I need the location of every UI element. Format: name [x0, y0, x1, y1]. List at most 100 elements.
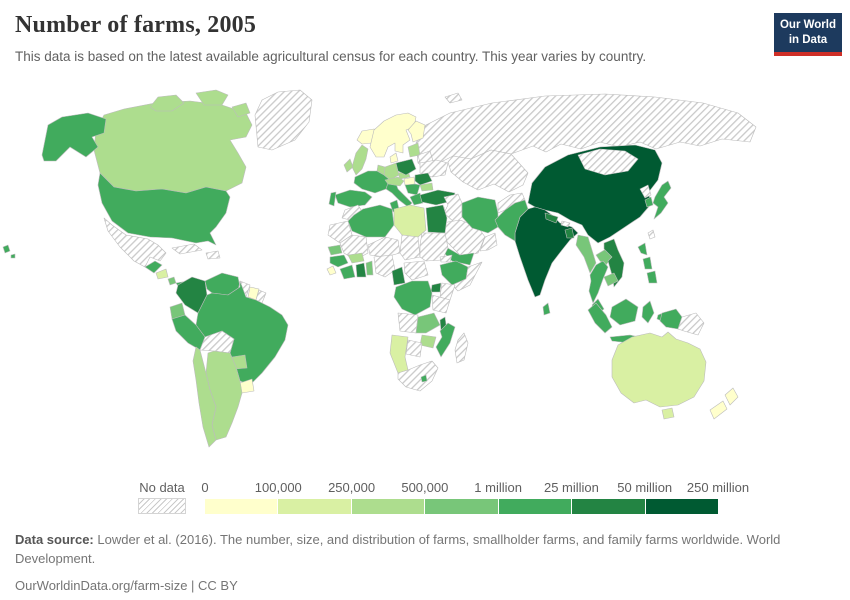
country-finland[interactable] [407, 120, 426, 143]
country-cameroon[interactable] [391, 266, 406, 286]
country-united-states-hawaii[interactable] [10, 253, 16, 259]
country-united-states[interactable] [97, 172, 231, 246]
country-balkans[interactable] [404, 183, 421, 196]
country-uganda[interactable] [430, 282, 442, 293]
country-thailand[interactable] [588, 260, 609, 304]
country-australia[interactable] [611, 331, 707, 408]
country-senegal[interactable] [327, 244, 343, 256]
legend-bin-swatch[interactable] [645, 499, 718, 514]
country-somalia[interactable] [451, 261, 483, 292]
country-sierra-leone[interactable] [326, 265, 337, 276]
legend-bin-swatch[interactable] [498, 499, 573, 514]
country-north-korea[interactable] [639, 184, 652, 199]
country-philippines[interactable] [637, 242, 648, 256]
country-cote-divoire[interactable] [339, 264, 356, 280]
country-indonesia-borneo[interactable] [609, 298, 639, 326]
country-costa-rica[interactable] [167, 276, 177, 286]
legend-bin-swatch[interactable] [278, 499, 352, 514]
country-portugal[interactable] [328, 191, 337, 207]
country-bangladesh[interactable] [564, 227, 575, 239]
no-data-swatch[interactable] [138, 498, 186, 514]
country-ukraine[interactable] [419, 159, 449, 178]
country-greenland[interactable] [254, 89, 313, 151]
country-algeria[interactable] [347, 204, 395, 238]
country-central-african-republic[interactable] [403, 260, 429, 281]
country-eritrea[interactable] [439, 254, 453, 263]
country-greece[interactable] [409, 192, 424, 206]
country-bulgaria[interactable] [419, 182, 434, 192]
country-svalbard[interactable] [444, 92, 463, 104]
country-poland[interactable] [395, 158, 417, 176]
country-niger[interactable] [367, 236, 401, 258]
country-burkina-faso[interactable] [347, 252, 365, 264]
country-chad[interactable] [399, 234, 421, 261]
country-kenya[interactable] [439, 282, 456, 301]
country-botswana[interactable] [405, 339, 423, 358]
country-denmark[interactable] [389, 152, 399, 164]
country-pakistan[interactable] [494, 199, 529, 242]
country-togo-benin[interactable] [365, 260, 374, 276]
country-spain[interactable] [334, 189, 373, 208]
country-united-states-alaska[interactable] [41, 112, 107, 162]
country-mozambique[interactable] [435, 322, 456, 358]
country-hispaniola[interactable] [205, 250, 221, 260]
legend-bin-swatch[interactable] [425, 499, 499, 514]
country-sudan[interactable] [419, 232, 449, 262]
country-mexico[interactable] [103, 217, 167, 268]
country-romania[interactable] [414, 172, 433, 186]
country-indonesia-sulawesi[interactable] [641, 300, 655, 324]
country-south-korea[interactable] [644, 196, 654, 208]
country-myanmar[interactable] [575, 234, 597, 274]
country-united-states-hawaii[interactable] [2, 244, 11, 254]
legend-bin-swatch[interactable] [572, 499, 646, 514]
country-canada-arctic[interactable] [231, 102, 251, 118]
country-libya[interactable] [393, 204, 427, 238]
country-united-kingdom[interactable] [351, 144, 369, 176]
country-canada[interactable] [93, 100, 253, 194]
country-indonesia-sumatra[interactable] [587, 302, 613, 334]
country-tanzania[interactable] [431, 294, 451, 314]
country-madagascar[interactable] [454, 332, 469, 364]
country-kazakhstan[interactable] [447, 149, 529, 193]
country-new-zealand[interactable] [724, 387, 739, 406]
country-dr-congo[interactable] [393, 280, 433, 316]
country-cuba[interactable] [171, 243, 203, 255]
country-angola[interactable] [397, 312, 419, 334]
legend-bin-swatch[interactable] [351, 499, 426, 514]
country-lesotho[interactable] [420, 374, 428, 383]
country-bhutan[interactable] [560, 220, 571, 228]
country-japan[interactable] [652, 180, 672, 220]
country-taiwan[interactable] [647, 229, 656, 240]
country-south-africa[interactable] [397, 360, 439, 392]
country-chile[interactable] [192, 346, 217, 448]
country-mongolia[interactable] [577, 148, 639, 176]
country-nicaragua[interactable] [155, 268, 169, 280]
country-guinea[interactable] [329, 254, 349, 268]
country-cambodia[interactable] [603, 272, 619, 287]
country-papua-new-guinea[interactable] [677, 312, 705, 336]
world-map[interactable] [0, 85, 850, 480]
country-philippines[interactable] [642, 256, 653, 270]
country-zimbabwe[interactable] [419, 334, 437, 349]
country-vietnam[interactable] [603, 238, 625, 288]
country-canada-arctic[interactable] [149, 94, 185, 112]
country-ghana[interactable] [355, 262, 367, 278]
country-australia-tasmania[interactable] [661, 407, 675, 420]
country-oman[interactable] [479, 232, 498, 252]
country-nigeria[interactable] [373, 254, 396, 278]
country-sri-lanka[interactable] [542, 302, 551, 316]
country-zambia[interactable] [415, 312, 441, 334]
country-hungary[interactable] [403, 176, 416, 186]
country-austria-switzerland[interactable] [384, 176, 405, 187]
country-namibia[interactable] [389, 334, 409, 374]
legend-bin-swatch[interactable] [205, 499, 279, 514]
country-india[interactable] [514, 206, 579, 298]
country-canada-arctic[interactable] [195, 89, 229, 106]
country-norway-sweden[interactable] [369, 112, 417, 158]
country-new-zealand[interactable] [709, 400, 728, 420]
country-guatemala[interactable] [144, 260, 163, 274]
country-nepal[interactable] [544, 212, 559, 224]
country-egypt[interactable] [425, 204, 448, 234]
license-line[interactable]: OurWorldinData.org/farm-size | CC BY [15, 577, 238, 593]
owid-logo[interactable]: Our World in Data [774, 13, 842, 56]
